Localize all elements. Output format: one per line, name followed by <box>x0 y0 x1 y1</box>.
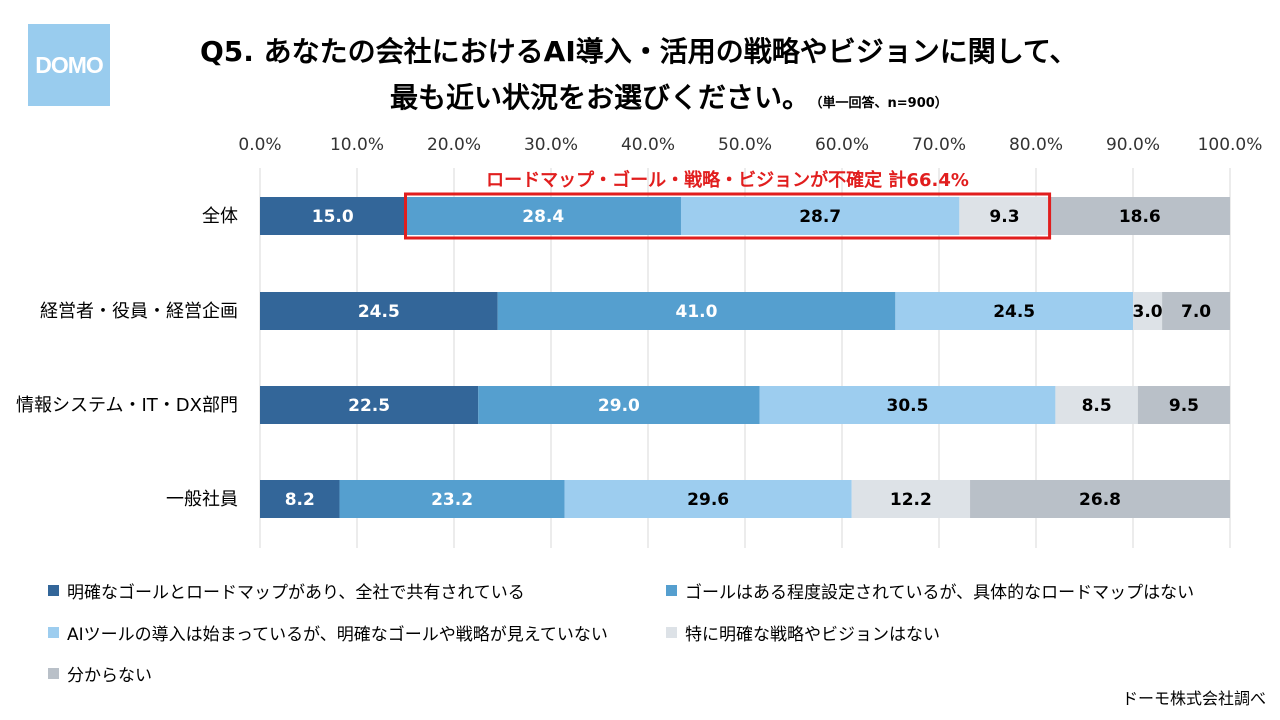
legend-swatch-2 <box>666 585 677 596</box>
legend-item-3: AIツールの導入は始まっているが、明確なゴールや戦略が見えていない <box>48 620 608 645</box>
legend-swatch-4 <box>666 627 677 638</box>
bar-segment <box>851 480 971 518</box>
x-tick-label: 30.0% <box>524 135 578 155</box>
legend-swatch-5 <box>48 668 59 679</box>
bar-segment <box>564 480 852 518</box>
bar-segment <box>895 292 1133 330</box>
data-label: 29.0 <box>598 396 640 416</box>
category-label: 全体 <box>202 206 238 227</box>
data-label: 9.5 <box>1169 396 1199 416</box>
data-label: 7.0 <box>1181 302 1211 322</box>
logo-text: DOMO <box>35 51 104 78</box>
data-label: 23.2 <box>431 490 473 510</box>
data-label: 24.5 <box>993 302 1035 322</box>
chart-title-note: （単一回答、n=900） <box>816 96 948 111</box>
bar-segment <box>260 292 498 330</box>
x-tick-label: 20.0% <box>427 135 481 155</box>
bar-segment <box>1055 386 1138 424</box>
legend-label-5: 分からない <box>67 666 152 686</box>
bar-segment <box>759 386 1056 424</box>
legend-label-1: 明確なゴールとロードマップがあり、全社で共有されている <box>67 583 525 603</box>
x-tick-label: 90.0% <box>1106 135 1160 155</box>
legend-item-4: 特に明確な戦略やビジョンはない <box>666 620 940 645</box>
bar-segment <box>405 197 681 235</box>
bar-segment <box>970 480 1230 518</box>
bar-segment <box>1137 386 1230 424</box>
chart-title-line1: Q5. あなたの会社におけるAI導入・活用の戦略やビジョンに関して、 <box>200 35 1078 68</box>
x-tick-label: 0.0% <box>238 135 281 155</box>
data-label: 8.2 <box>285 490 315 510</box>
data-label: 28.4 <box>522 207 564 227</box>
x-tick-label: 70.0% <box>912 135 966 155</box>
highlight-box <box>404 192 1052 240</box>
data-label: 3.0 <box>1132 302 1162 322</box>
bar-segment <box>478 386 760 424</box>
x-tick-label: 100.0% <box>1198 135 1263 155</box>
data-label: 12.2 <box>890 490 932 510</box>
data-label: 9.3 <box>989 207 1019 227</box>
source-note: ドーモ株式会社調べ <box>1121 689 1266 708</box>
legend-swatch-1 <box>48 585 59 596</box>
data-label: 24.5 <box>358 302 400 322</box>
stacked-bar-chart: 0.0% 10.0% 20.0% 30.0% 40.0% 50.0% 60.0% 70.0% 8… <box>16 135 1263 548</box>
bar-segment <box>680 197 960 235</box>
category-label: 情報システム・IT・DX部門 <box>16 395 238 416</box>
category-label: 経営者・役員・経営企画 <box>40 301 238 322</box>
x-tick-label: 40.0% <box>621 135 675 155</box>
bar-segment <box>1133 292 1163 330</box>
bar-segment <box>260 197 406 235</box>
legend-item-1: 明確なゴールとロードマップがあり、全社で共有されている <box>48 578 525 603</box>
data-label: 18.6 <box>1119 207 1161 227</box>
bar-segment <box>339 480 565 518</box>
legend-label-2: ゴールはある程度設定されているが、具体的なロードマップはない <box>685 583 1195 603</box>
data-label: 15.0 <box>312 207 354 227</box>
x-tick-label: 60.0% <box>815 135 869 155</box>
data-label: 8.5 <box>1082 396 1112 416</box>
bar-segment <box>260 386 479 424</box>
x-tick-label: 80.0% <box>1009 135 1063 155</box>
data-label: 30.5 <box>886 396 928 416</box>
chart-title-main: 最も近い状況をお選びください。 <box>390 81 811 114</box>
chart-title-line2: 最も近い状況をお選びください。 （単一回答、n=900） <box>390 76 1090 116</box>
legend-item-2: ゴールはある程度設定されているが、具体的なロードマップはない <box>666 578 1194 603</box>
bar-segment <box>497 292 896 330</box>
data-label: 28.7 <box>799 207 841 227</box>
legend-item-5: 分からない <box>48 661 152 686</box>
data-label: 29.6 <box>687 490 729 510</box>
data-label: 26.8 <box>1079 490 1121 510</box>
category-label: 一般社員 <box>166 489 238 510</box>
data-label: 22.5 <box>348 396 390 416</box>
x-tick-label: 50.0% <box>718 135 772 155</box>
bar-segment <box>959 197 1050 235</box>
bar-segment <box>1049 197 1230 235</box>
legend-label-3: AIツールの導入は始まっているが、明確なゴールや戦略が見えていない <box>67 625 608 645</box>
legend-swatch-3 <box>48 627 59 638</box>
legend-label-4: 特に明確な戦略やビジョンはない <box>685 625 940 645</box>
domo-logo: DOMO <box>28 24 110 106</box>
highlight-annotation: ロードマップ・ゴール・戦略・ビジョンが不確定 計66.4% <box>486 169 969 191</box>
data-label: 41.0 <box>676 302 718 322</box>
bar-segment <box>260 480 340 518</box>
bar-segment <box>1162 292 1230 330</box>
x-tick-label: 10.0% <box>330 135 384 155</box>
